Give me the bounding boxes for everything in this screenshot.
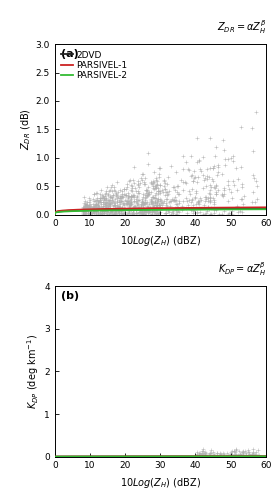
Text: (b): (b) — [61, 291, 79, 301]
Y-axis label: $Z_{DR}$ (dB): $Z_{DR}$ (dB) — [19, 109, 33, 150]
Text: $K_{DP}=\alpha Z_H^{\beta}$: $K_{DP}=\alpha Z_H^{\beta}$ — [218, 260, 266, 278]
X-axis label: $10Log(Z_H)$ (dBZ): $10Log(Z_H)$ (dBZ) — [120, 234, 201, 248]
X-axis label: $10Log(Z_H)$ (dBZ): $10Log(Z_H)$ (dBZ) — [120, 476, 201, 490]
Legend: 2DVD, PARSIVEL-1, PARSIVEL-2: 2DVD, PARSIVEL-1, PARSIVEL-2 — [59, 49, 129, 82]
Y-axis label: $K_{DP}$ (deg km$^{-1}$): $K_{DP}$ (deg km$^{-1}$) — [25, 334, 41, 409]
Text: (a): (a) — [61, 49, 79, 59]
Text: $Z_{DR}=\alpha Z_H^{\beta}$: $Z_{DR}=\alpha Z_H^{\beta}$ — [217, 18, 266, 36]
